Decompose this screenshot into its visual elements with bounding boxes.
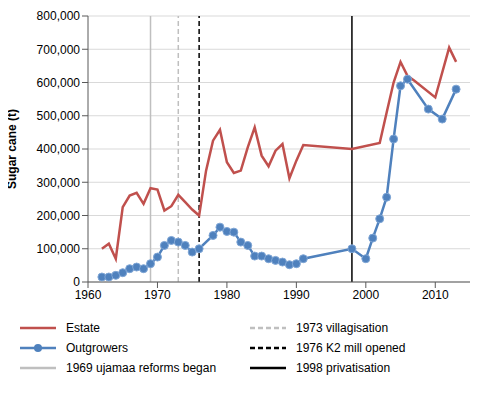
svg-text:700,000: 700,000: [37, 43, 81, 57]
html-text:1976 K2 mill opened: 1976 K2 mill opened: [296, 341, 406, 355]
svg-text:1990: 1990: [283, 288, 310, 302]
svg-text:800,000: 800,000: [37, 9, 81, 23]
svg-text:200,000: 200,000: [37, 209, 81, 223]
svg-text:2000: 2000: [352, 288, 379, 302]
html-text:Outgrowers: Outgrowers: [66, 341, 128, 355]
html-text:1998 privatisation: 1998 privatisation: [296, 361, 391, 375]
svg-text:2010: 2010: [422, 288, 449, 302]
html-text:1973 villagisation: 1973 villagisation: [296, 321, 389, 335]
svg-text:1980: 1980: [214, 288, 241, 302]
svg-text:100,000: 100,000: [37, 242, 81, 256]
svg-text:500,000: 500,000: [37, 109, 81, 123]
svg-text:300,000: 300,000: [37, 176, 81, 190]
svg-text:1970: 1970: [144, 288, 171, 302]
html-text:1969 ujamaa reforms began: 1969 ujamaa reforms began: [66, 361, 217, 375]
html-text:Estate: Estate: [66, 321, 100, 335]
svg-text:400,000: 400,000: [37, 142, 81, 156]
svg-text:Sugar cane (t): Sugar cane (t): [8, 109, 19, 189]
svg-text:1960: 1960: [75, 288, 102, 302]
svg-text:600,000: 600,000: [37, 76, 81, 90]
svg-text:0: 0: [73, 275, 80, 289]
